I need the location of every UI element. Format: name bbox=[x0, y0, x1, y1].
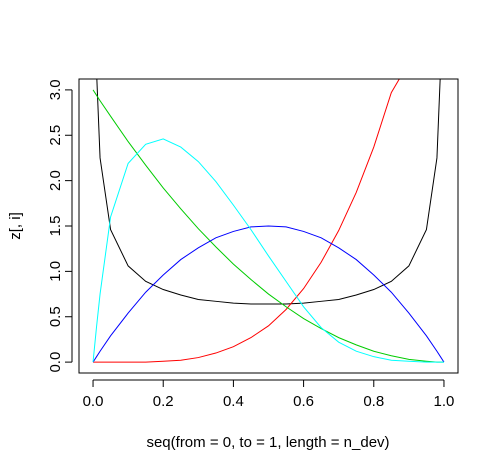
x-tick-label: 0.4 bbox=[223, 393, 244, 410]
x-axis-label: seq(from = 0, to = 1, length = n_dev) bbox=[146, 434, 389, 451]
x-tick-label: 1.0 bbox=[434, 393, 455, 410]
y-tick-label: 1.5 bbox=[47, 216, 64, 237]
y-tick-label: 2.5 bbox=[47, 125, 64, 146]
y-tick-label: 3.0 bbox=[47, 79, 64, 100]
y-tick-label: 0.5 bbox=[47, 306, 64, 327]
x-tick-label: 0.8 bbox=[363, 393, 384, 410]
y-axis: 0.0 0.5 1.0 1.5 2.0 2.5 3.0 bbox=[47, 79, 73, 373]
series-line-3 bbox=[92, 89, 444, 363]
x-tick-label: 0.0 bbox=[83, 393, 104, 410]
y-tick-label: 2.0 bbox=[47, 170, 64, 191]
series-line-4 bbox=[92, 225, 445, 363]
series-line-5 bbox=[92, 138, 444, 363]
y-axis-label: z[, i] bbox=[7, 212, 24, 240]
series-line-2 bbox=[93, 79, 400, 363]
y-tick-label: 0.0 bbox=[47, 352, 64, 373]
x-axis: 0.0 0.2 0.4 0.6 0.8 1.0 bbox=[83, 379, 455, 410]
x-tick-label: 0.2 bbox=[153, 393, 174, 410]
plot-frame bbox=[78, 78, 459, 374]
y-tick-label: 1.0 bbox=[47, 261, 64, 282]
data-series-layer bbox=[92, 79, 445, 363]
series-line-1 bbox=[96, 79, 441, 305]
x-tick-label: 0.6 bbox=[293, 393, 314, 410]
